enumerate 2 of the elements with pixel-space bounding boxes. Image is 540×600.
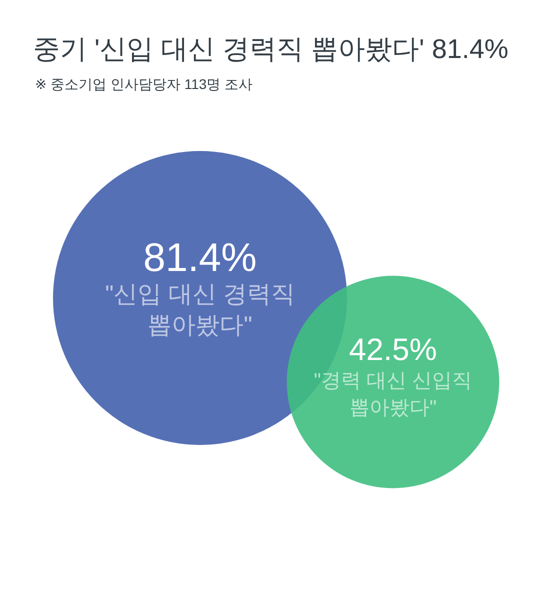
subtitle: ※ 중소기업 인사담당자 113명 조사 <box>35 76 253 92</box>
title: 중기 '신입 대신 경력직 뽑아봤다' 81.4% <box>33 34 508 64</box>
